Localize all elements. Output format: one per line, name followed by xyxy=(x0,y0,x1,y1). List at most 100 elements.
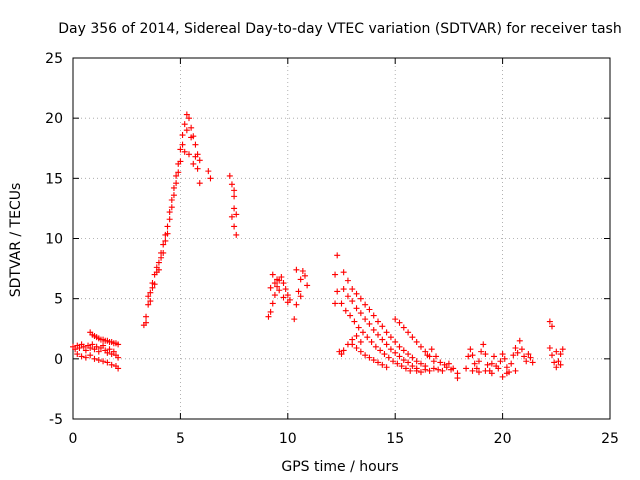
data-point xyxy=(413,358,420,365)
data-point xyxy=(177,146,184,153)
data-point xyxy=(385,354,392,361)
data-point xyxy=(387,334,394,341)
data-point xyxy=(557,351,564,358)
data-point xyxy=(106,346,113,353)
data-point xyxy=(469,367,476,374)
data-point xyxy=(115,365,122,372)
x-axis-label: GPS time / hours xyxy=(281,459,398,475)
data-point xyxy=(463,365,470,372)
data-point xyxy=(383,341,390,348)
data-point xyxy=(503,370,510,377)
data-point xyxy=(392,338,399,345)
data-point xyxy=(164,230,171,237)
data-point xyxy=(284,299,291,306)
data-point xyxy=(366,306,373,313)
data-point xyxy=(267,284,274,291)
data-point xyxy=(74,351,81,358)
data-point xyxy=(231,223,238,230)
data-point xyxy=(482,367,489,374)
y-tick-label: 25 xyxy=(45,51,63,67)
data-point xyxy=(362,352,369,359)
data-point xyxy=(162,237,169,244)
data-point xyxy=(267,308,274,315)
data-point xyxy=(383,329,390,336)
data-point xyxy=(100,358,107,365)
data-point xyxy=(177,158,184,165)
data-point xyxy=(366,320,373,327)
y-tick-label: 10 xyxy=(45,232,63,248)
data-point xyxy=(282,286,289,293)
data-point xyxy=(175,169,182,176)
data-point xyxy=(299,267,306,274)
data-point xyxy=(173,180,180,187)
data-point xyxy=(271,292,278,299)
data-point xyxy=(553,364,560,371)
data-point xyxy=(469,352,476,359)
data-point xyxy=(546,318,553,325)
data-point xyxy=(407,367,414,374)
data-point xyxy=(402,365,409,372)
data-point xyxy=(338,300,345,307)
data-point xyxy=(518,346,525,353)
data-point xyxy=(170,184,177,191)
data-point xyxy=(347,312,354,319)
data-point xyxy=(297,276,304,283)
data-point xyxy=(168,196,175,203)
data-point xyxy=(164,223,171,230)
data-point xyxy=(228,181,235,188)
y-tick-label: 5 xyxy=(54,292,63,308)
data-point xyxy=(379,323,386,330)
data-point xyxy=(340,269,347,276)
data-point xyxy=(231,193,238,200)
data-point xyxy=(375,318,382,325)
data-point xyxy=(553,348,560,355)
data-point xyxy=(185,115,192,122)
data-point xyxy=(465,353,472,360)
data-point xyxy=(396,353,403,360)
data-point xyxy=(147,289,154,296)
data-point xyxy=(104,349,111,356)
data-point xyxy=(271,280,278,287)
data-point xyxy=(387,346,394,353)
data-point xyxy=(437,359,444,366)
data-point xyxy=(484,361,491,368)
data-point xyxy=(379,336,386,343)
data-point xyxy=(559,346,566,353)
data-point xyxy=(115,341,122,348)
data-point xyxy=(188,124,195,131)
data-point xyxy=(478,348,485,355)
data-point xyxy=(183,111,190,118)
data-point xyxy=(192,141,199,148)
y-tick-labels: -5 0 5 10 15 20 25 xyxy=(45,51,63,428)
data-point xyxy=(375,331,382,338)
data-point xyxy=(147,298,154,305)
data-point xyxy=(95,357,102,364)
data-point xyxy=(332,300,339,307)
data-point xyxy=(304,282,311,289)
data-point xyxy=(439,367,446,374)
data-point xyxy=(179,141,186,148)
data-point xyxy=(383,364,390,371)
data-point xyxy=(349,336,356,343)
data-point xyxy=(357,310,364,317)
data-point xyxy=(370,326,377,333)
data-point xyxy=(364,334,371,341)
data-point xyxy=(353,345,360,352)
data-point xyxy=(151,281,158,288)
data-point xyxy=(433,353,440,360)
data-point xyxy=(284,292,291,299)
data-point xyxy=(160,249,167,256)
data-point xyxy=(529,359,536,366)
data-point xyxy=(265,313,272,320)
data-point xyxy=(392,349,399,356)
data-point xyxy=(276,287,283,294)
data-point xyxy=(269,300,276,307)
data-point xyxy=(297,293,304,300)
data-point xyxy=(344,277,351,284)
data-point xyxy=(495,365,502,372)
y-tick-label: 15 xyxy=(45,171,63,187)
data-point xyxy=(291,316,298,323)
data-point xyxy=(104,359,111,366)
data-point xyxy=(417,369,424,376)
